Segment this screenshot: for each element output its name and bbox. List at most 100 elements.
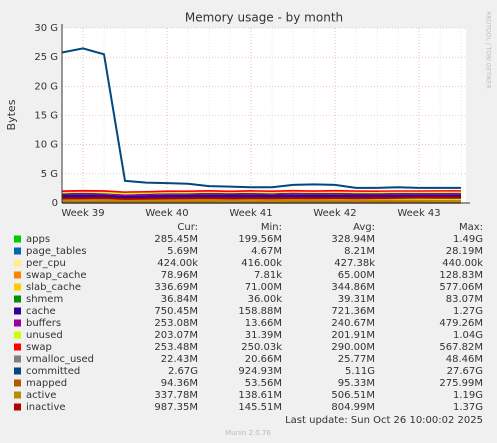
legend-value: 83.07M [446,294,483,305]
legend-value: 1.37G [453,402,483,413]
legend-value: 27.67G [447,366,483,377]
legend-value: 416.00k [241,258,282,269]
legend-swatch [14,355,21,363]
legend-label: committed [26,366,80,377]
y-tick-label: 10 G [34,140,58,151]
legend-label: vmalloc_used [26,354,94,365]
legend-value: 328.94M [331,234,375,245]
legend-swatch [14,331,21,339]
legend-value: 2.67G [168,366,198,377]
legend-value: 95.33M [338,378,375,389]
legend-value: 25.77M [338,354,375,365]
legend-value: 128.83M [439,270,483,281]
legend-swatch [14,259,21,267]
series-line [61,47,461,189]
stacked-area [62,192,461,196]
y-axis-label: Bytes [5,99,18,130]
legend-header: Min: [261,222,282,233]
legend-header: Avg: [353,222,375,233]
legend-value: 5.69M [167,246,198,257]
legend-value: 577.06M [439,282,483,293]
legend-value: 199.56M [238,234,282,245]
legend-label: per_cpu [26,258,66,269]
legend-value: 290.00M [331,342,375,353]
legend-value: 28.19M [446,246,483,257]
legend-swatch [14,247,21,255]
legend-swatch [14,403,21,411]
x-tick-label: Week 43 [397,208,440,219]
legend-swatch [14,319,21,327]
legend-value: 20.66M [245,354,282,365]
legend-value: 1.49G [453,234,483,245]
legend-value: 5.11G [345,366,375,377]
legend-swatch [14,343,21,351]
series-line [61,198,462,203]
y-tick-label: 30 G [34,23,58,34]
y-tick-label: 20 G [34,81,58,92]
legend-header: Max: [459,222,483,233]
legend-value: 4.67M [251,246,282,257]
legend-value: 240.67M [331,318,375,329]
legend-value: 203.07M [154,330,198,341]
legend-label: buffers [26,318,61,329]
x-tick-label: Week 39 [61,208,104,219]
legend-label: mapped [26,378,67,389]
stacked-area [62,191,461,195]
legend-value: 440.00k [442,258,483,269]
legend-value: 65.00M [338,270,375,281]
legend-value: 275.99M [439,378,483,389]
legend-value: 750.45M [154,306,198,317]
legend-value: 39.31M [338,294,375,305]
legend-swatch [14,283,21,291]
legend-label: apps [26,234,50,245]
legend-value: 1.04G [453,330,483,341]
legend-value: 427.38k [334,258,375,269]
legend-value: 78.96M [161,270,198,281]
legend-label: swap [26,342,52,353]
side-text: RRDTOOL / TOBI OETIKER [485,11,492,88]
legend-value: 145.51M [238,402,282,413]
legend-swatch [14,391,21,399]
legend-swatch [14,307,21,315]
legend-value: 53.56M [245,378,282,389]
legend-value: 924.93M [238,366,282,377]
legend-value: 22.43M [161,354,198,365]
legend-value: 8.21M [344,246,375,257]
legend-value: 987.35M [154,402,198,413]
legend-header: Cur: [177,222,198,233]
x-tick-label: Week 41 [229,208,272,219]
legend-value: 250.03k [241,342,282,353]
legend-label: swap_cache [26,270,86,281]
legend-value: 1.27G [453,306,483,317]
y-tick-label: 15 G [34,111,58,122]
legend-value: 158.88M [238,306,282,317]
legend-value: 424.00k [157,258,198,269]
legend-value: 253.48M [154,342,198,353]
legend-label: page_tables [26,246,87,257]
version: Munin 2.0.76 [225,429,271,437]
legend-value: 253.08M [154,318,198,329]
legend-value: 337.78M [154,390,198,401]
legend-value: 201.91M [331,330,375,341]
x-tick-label: Week 40 [145,208,188,219]
legend-value: 506.51M [331,390,375,401]
legend-value: 567.82M [439,342,483,353]
legend-value: 804.99M [331,402,375,413]
legend-value: 1.19G [453,390,483,401]
legend-value: 285.45M [154,234,198,245]
legend-swatch [14,367,21,375]
chart-title: Memory usage - by month [185,11,343,25]
legend-value: 48.46M [446,354,483,365]
legend-value: 336.69M [154,282,198,293]
legend-value: 721.36M [331,306,375,317]
legend-swatch [14,379,21,387]
stacked-area [62,189,461,193]
legend-value: 344.86M [331,282,375,293]
y-tick-label: 25 G [34,52,58,63]
legend-label: inactive [26,402,66,413]
legend-value: 13.66M [245,318,282,329]
legend-label: active [26,390,56,401]
y-tick-label: 0 [52,198,58,209]
y-tick-label: 5 G [41,169,58,180]
